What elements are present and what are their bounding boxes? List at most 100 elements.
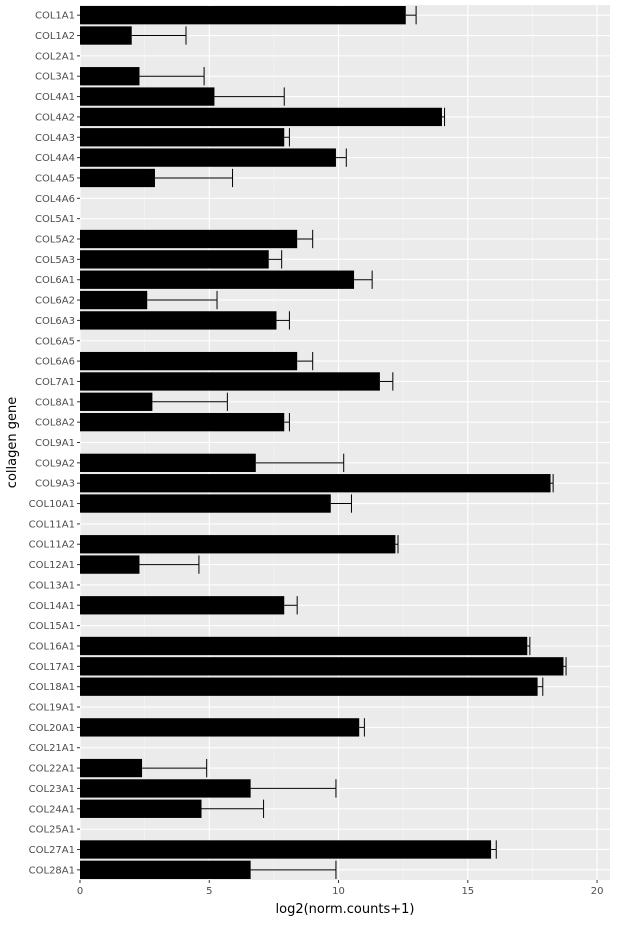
y-tick-label-col6a2: COL6A2 [35, 296, 75, 307]
bar-col14a1 [80, 596, 285, 615]
y-tick-label-col7a1: COL7A1 [35, 377, 75, 388]
y-tick-label-col8a1: COL8A1 [35, 397, 75, 408]
error-bar-col18a1 [537, 677, 544, 696]
x-tick-label: 20 [591, 886, 604, 897]
y-tick-label-col28a1: COL28A1 [29, 865, 75, 876]
y-tick-label-col6a1: COL6A1 [35, 275, 75, 286]
y-tick-label-col4a1: COL4A1 [35, 92, 75, 103]
error-bar-col22a1 [142, 758, 208, 778]
y-tick-label-col25a1: COL25A1 [29, 825, 75, 836]
y-tick-label-col1a1: COL1A1 [35, 11, 75, 22]
error-bar-col6a6 [297, 351, 314, 371]
y-tick-label-col5a3: COL5A3 [35, 255, 75, 266]
error-bar-col11a2 [395, 535, 399, 554]
y-tick-label-col1a2: COL1A2 [35, 31, 75, 42]
y-tick-label-col6a3: COL6A3 [35, 316, 75, 327]
bar-col23a1 [80, 779, 251, 798]
y-tick-label-col4a2: COL4A2 [35, 112, 75, 123]
bar-col1a2 [80, 26, 132, 45]
y-tick-label-col12a1: COL12A1 [29, 560, 75, 571]
bar-col20a1 [80, 718, 360, 737]
bar-col6a1 [80, 270, 355, 289]
error-bar-col10a1 [330, 494, 352, 513]
error-bar-col9a2 [255, 453, 345, 473]
error-bar-col4a3 [284, 128, 290, 147]
error-bar-col5a3 [268, 250, 283, 269]
y-tick-label-col5a1: COL5A1 [35, 214, 75, 225]
y-tick-label-col6a6: COL6A6 [35, 357, 75, 368]
bar-col16a1 [80, 636, 528, 656]
bar-col8a1 [80, 392, 153, 411]
y-tick-label-col24a1: COL24A1 [29, 804, 75, 815]
bar-col24a1 [80, 799, 202, 818]
y-tick-label-col4a3: COL4A3 [35, 133, 75, 144]
error-bar-col16a1 [527, 636, 531, 656]
bar-col6a3 [80, 311, 277, 330]
x-tick-label: 10 [332, 886, 345, 897]
y-tick-label-col4a5: COL4A5 [35, 173, 75, 184]
bar-col9a3 [80, 474, 551, 493]
y-tick-label-col9a3: COL9A3 [35, 479, 75, 490]
error-bar-col1a1 [405, 6, 417, 25]
y-tick-label-col20a1: COL20A1 [29, 723, 75, 734]
y-tick-label-col17a1: COL17A1 [29, 662, 75, 673]
y-tick-label-col27a1: COL27A1 [29, 845, 75, 856]
y-tick-label-col16a1: COL16A1 [29, 641, 75, 652]
y-tick-label-col11a2: COL11A2 [29, 540, 75, 551]
y-tick-label-col22a1: COL22A1 [29, 764, 75, 775]
bar-col5a2 [80, 229, 298, 249]
error-bar-col4a1 [214, 87, 285, 106]
y-tick-label-col14a1: COL14A1 [29, 601, 75, 612]
bar-col4a1 [80, 87, 215, 106]
error-bar-col8a2 [284, 412, 290, 432]
bar-col1a1 [80, 6, 406, 25]
y-tick-label-col8a2: COL8A2 [35, 418, 75, 429]
bar-col6a6 [80, 351, 298, 371]
bar-col22a1 [80, 758, 143, 778]
error-bars-layer [131, 6, 567, 879]
y-tick-label-col23a1: COL23A1 [29, 784, 75, 795]
error-bar-col4a2 [441, 107, 446, 127]
bar-col5a3 [80, 250, 269, 269]
y-tick-label-col5a2: COL5A2 [35, 235, 75, 246]
error-bar-col28a1 [250, 860, 337, 879]
bar-col28a1 [80, 860, 251, 879]
x-axis-ticks: 0 5 10 15 20 [77, 880, 604, 897]
error-bar-col12a1 [139, 555, 200, 574]
y-tick-label-col9a1: COL9A1 [35, 438, 75, 449]
bar-col9a2 [80, 453, 256, 473]
bar-col3a1 [80, 67, 140, 86]
bars-layer [80, 6, 564, 879]
y-tick-label-col13a1: COL13A1 [29, 580, 75, 591]
bar-col17a1 [80, 657, 564, 676]
y-tick-label-col11a1: COL11A1 [29, 519, 75, 530]
bar-col11a2 [80, 535, 396, 554]
error-bar-col1a2 [131, 26, 187, 45]
bar-col4a4 [80, 148, 336, 167]
error-bar-col3a1 [139, 67, 205, 86]
y-tick-label-col9a2: COL9A2 [35, 458, 75, 469]
error-bar-col7a1 [379, 372, 394, 391]
bar-col6a2 [80, 290, 148, 310]
bar-col18a1 [80, 677, 538, 696]
error-bar-col5a2 [297, 229, 314, 249]
error-bar-col27a1 [491, 840, 497, 859]
error-bar-col6a3 [276, 311, 290, 330]
y-tick-label-col4a4: COL4A4 [35, 153, 75, 164]
error-bar-col17a1 [563, 657, 567, 676]
bar-col8a2 [80, 412, 285, 432]
y-tick-label-col10a1: COL10A1 [29, 499, 75, 510]
y-tick-label-col3a1: COL3A1 [35, 72, 75, 83]
y-tick-label-col19a1: COL19A1 [29, 703, 75, 714]
x-tick-label: 5 [206, 886, 212, 897]
error-bar-col20a1 [359, 718, 365, 737]
y-axis-title: collagen gene [5, 397, 20, 488]
error-bar-col6a2 [147, 290, 218, 310]
error-bar-col4a4 [335, 148, 347, 167]
x-axis-title: log2(norm.counts+1) [276, 902, 415, 917]
bar-col4a3 [80, 128, 285, 147]
bar-col10a1 [80, 494, 331, 513]
y-tick-label-col4a6: COL4A6 [35, 194, 75, 205]
